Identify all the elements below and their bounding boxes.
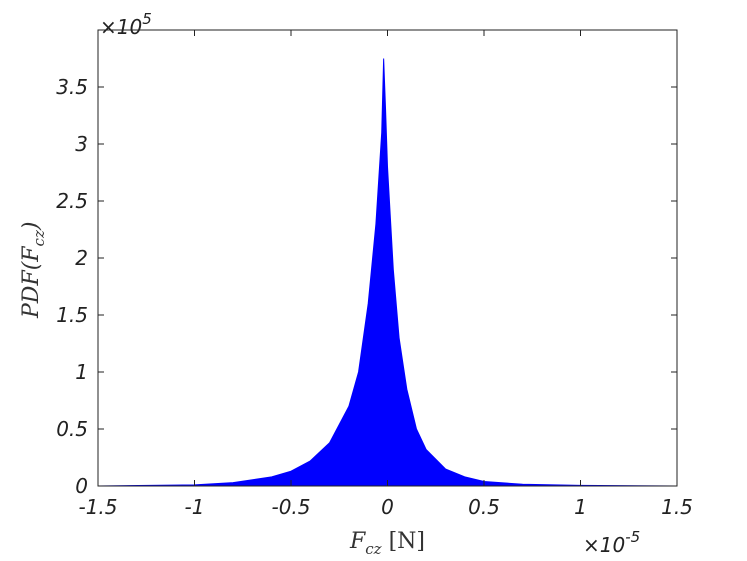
x-axis-label: Fcz [N] [349,529,425,558]
x-tick-label: -1 [185,495,205,519]
pdf-area [97,58,678,487]
y-tick-label: 2.5 [56,189,88,213]
y-tick-label: 3.5 [56,75,88,99]
y-multiplier: ×105 [100,10,152,39]
x-tick-label: 1 [574,495,587,519]
x-tick-label: -0.5 [271,495,310,519]
x-tick-label: 0.5 [468,495,500,519]
y-tick-label: 1.5 [56,303,88,327]
y-tick-label: 1 [75,360,88,384]
x-multiplier: ×10-5 [583,528,640,557]
y-axis-label: PDF(Fcz) [19,222,48,319]
y-tick-label: 0 [75,474,88,498]
x-tick-label: 0 [381,495,394,519]
y-tick-label: 0.5 [56,417,88,441]
x-tick-label: -1.5 [78,495,117,519]
y-tick-label: 2 [75,246,88,270]
x-tick-label: 1.5 [661,495,693,519]
y-tick-label: 3 [75,132,88,156]
